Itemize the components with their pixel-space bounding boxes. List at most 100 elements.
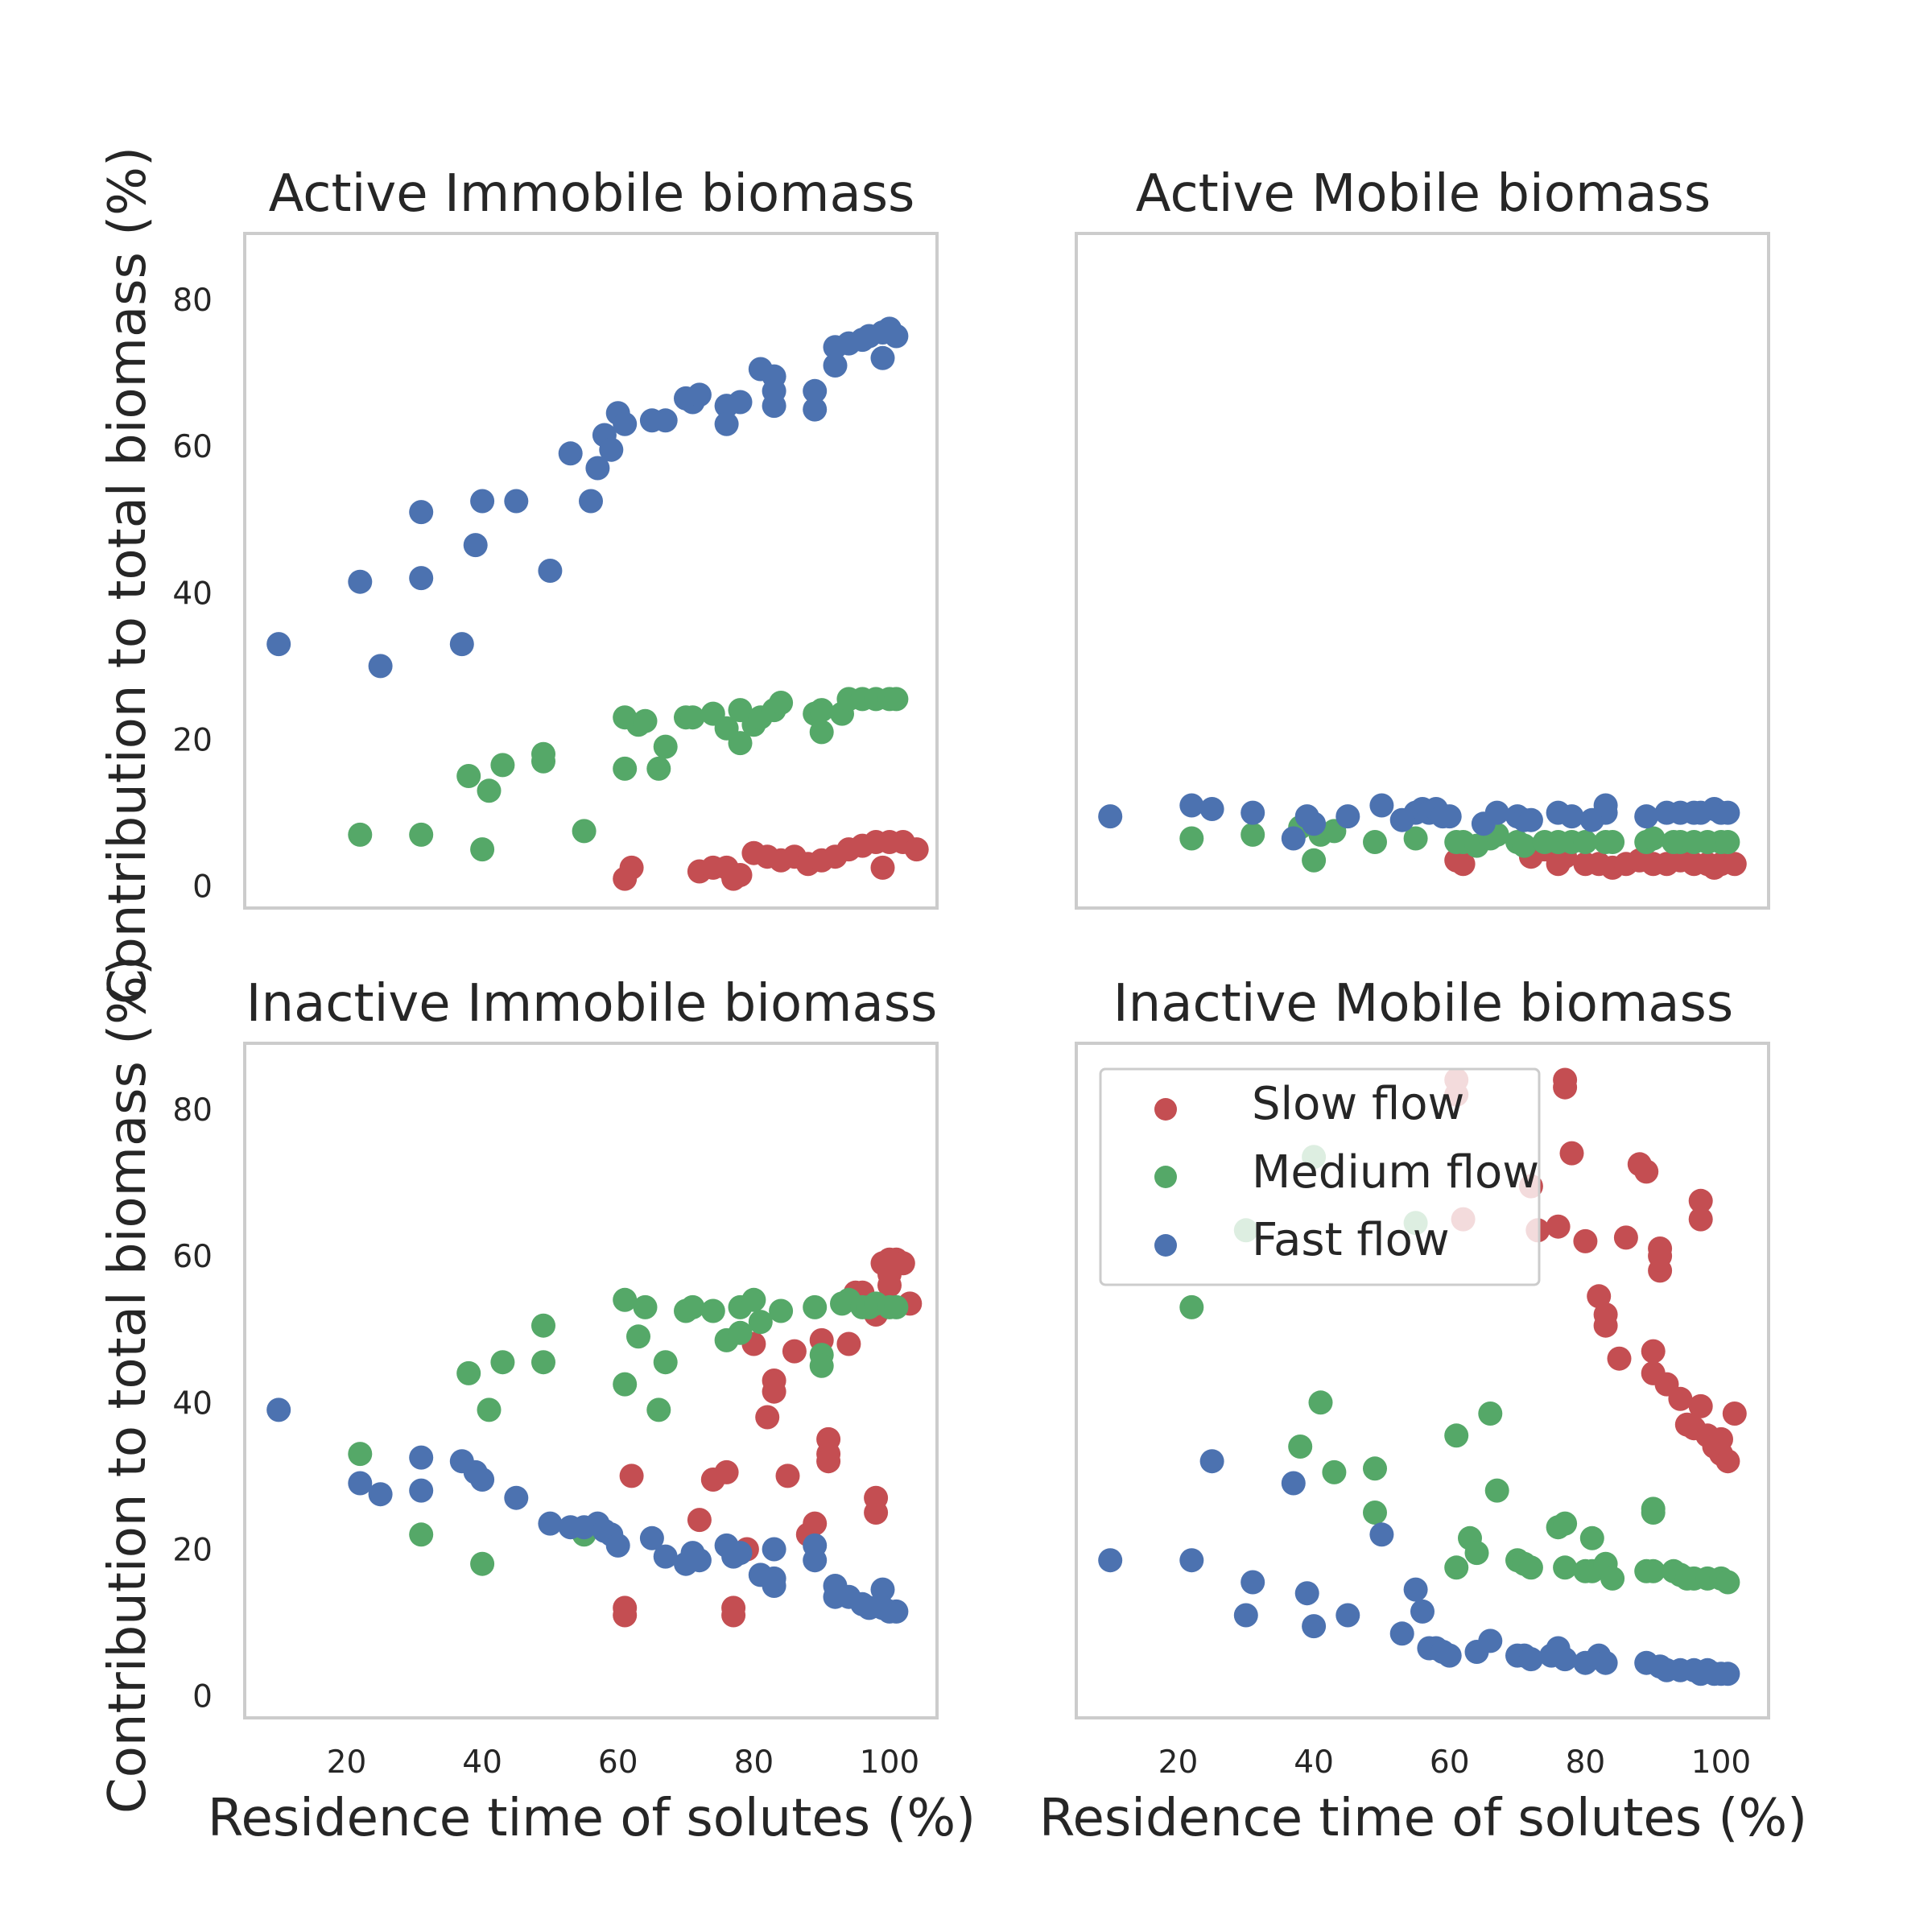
- fast-flow-point: [762, 1566, 786, 1591]
- fast-flow-point: [463, 533, 488, 558]
- medium-flow-point: [1288, 1435, 1313, 1459]
- fast-flow-point: [1199, 797, 1224, 821]
- fast-flow-point: [585, 456, 610, 481]
- x-tick-label: 100: [860, 1744, 919, 1781]
- fast-flow-point: [762, 1537, 786, 1562]
- medium-flow-point: [803, 1294, 828, 1319]
- fast-flow-point: [884, 1599, 909, 1624]
- fast-flow-point: [470, 489, 495, 514]
- slow-flow-point: [1607, 1346, 1632, 1371]
- slow-flow-point: [1451, 852, 1476, 877]
- fast-flow-point: [599, 437, 624, 462]
- slow-flow-point: [1553, 1075, 1578, 1100]
- medium-flow-point: [477, 778, 502, 803]
- medium-flow-point: [769, 1298, 794, 1323]
- fast-flow-point: [1179, 1548, 1204, 1573]
- slow-flow-point: [816, 1449, 841, 1474]
- medium-flow-point: [809, 720, 834, 745]
- legend-marker-medium: [1154, 1166, 1177, 1188]
- medium-flow-point: [572, 819, 597, 844]
- medium-flow-point: [1600, 1566, 1625, 1591]
- panel-active-mobile: [1075, 232, 1770, 910]
- medium-flow-point: [626, 1324, 650, 1349]
- medium-flow-point: [1179, 1294, 1204, 1319]
- fast-flow-point: [803, 397, 828, 422]
- x-tick-label: 80: [1566, 1744, 1606, 1781]
- fast-flow-point: [870, 1577, 895, 1602]
- medium-flow-point: [680, 705, 705, 730]
- fast-flow-point: [579, 489, 603, 514]
- fast-flow-point: [558, 441, 583, 466]
- fast-flow-point: [1369, 793, 1394, 818]
- medium-flow-point: [1444, 1555, 1469, 1580]
- medium-flow-point: [348, 822, 373, 847]
- medium-flow-point: [409, 822, 434, 847]
- medium-flow-point: [809, 698, 834, 723]
- fast-flow-point: [728, 390, 753, 415]
- fast-flow-point: [687, 382, 712, 407]
- slow-flow-point: [1648, 1258, 1673, 1283]
- fast-flow-point: [266, 632, 291, 657]
- legend-box: [1099, 1067, 1541, 1286]
- fast-flow-point: [449, 632, 474, 657]
- medium-flow-point: [1363, 830, 1387, 854]
- fast-flow-point: [1518, 807, 1543, 832]
- axes-frame: [1075, 1042, 1770, 1719]
- axes-frame: [243, 232, 939, 910]
- y-tick-label: 0: [192, 1679, 213, 1715]
- medium-flow-point: [490, 1350, 515, 1375]
- y-tick-label: 80: [172, 1092, 213, 1129]
- fast-flow-point: [1281, 826, 1306, 851]
- medium-flow-point: [1512, 833, 1537, 858]
- legend-label-slow: Slow flow: [1252, 1078, 1464, 1130]
- medium-flow-point: [1573, 830, 1598, 854]
- fast-flow-point: [409, 566, 434, 591]
- fast-flow-point: [409, 500, 434, 525]
- medium-flow-point: [1302, 848, 1327, 873]
- fast-flow-point: [1410, 1599, 1435, 1624]
- slow-flow-point: [1634, 1159, 1659, 1184]
- slow-flow-point: [904, 837, 929, 862]
- medium-flow-point: [1553, 1511, 1578, 1536]
- slow-flow-point: [1593, 1313, 1618, 1338]
- slow-flow-point: [836, 1331, 861, 1356]
- medium-flow-point: [490, 753, 515, 778]
- medium-flow-point: [1363, 1501, 1387, 1525]
- y-axis-label-top: Contribution to total biomass (%): [98, 147, 158, 1005]
- fast-flow-point: [368, 1482, 393, 1507]
- panel-title-inactive-mobile: Inactive Mobile biomass: [1113, 974, 1733, 1034]
- slow-flow-point: [1668, 1386, 1693, 1411]
- slow-flow-point: [1722, 1402, 1747, 1426]
- medium-flow-point: [1600, 830, 1625, 854]
- fast-flow-point: [653, 1544, 678, 1569]
- medium-flow-point: [633, 1294, 658, 1319]
- fast-flow-point: [1389, 1621, 1414, 1646]
- fast-flow-point: [1241, 1570, 1265, 1595]
- x-tick-label: 20: [1158, 1744, 1199, 1781]
- legend-marker-fast: [1154, 1234, 1177, 1257]
- medium-flow-point: [348, 1442, 373, 1467]
- fast-flow-point: [368, 654, 393, 679]
- fast-flow-point: [728, 1541, 753, 1566]
- fast-flow-point: [1559, 804, 1584, 829]
- medium-flow-point: [613, 1372, 638, 1397]
- medium-flow-point: [470, 837, 495, 862]
- fast-flow-point: [1715, 800, 1740, 825]
- medium-flow-point: [477, 1397, 502, 1422]
- panel-inactive-immobile: 0 20 40 60 80 20 40 60 80 100: [172, 1042, 939, 1781]
- x-axis-label-left: Residence time of solutes (%): [208, 1789, 976, 1848]
- slow-flow-point: [613, 1603, 638, 1628]
- medium-flow-point: [769, 691, 794, 715]
- fast-flow-point: [1634, 804, 1659, 829]
- fast-flow-point: [639, 1525, 664, 1550]
- slow-flow-point: [1715, 1449, 1740, 1474]
- fast-flow-point: [1281, 1471, 1306, 1496]
- fast-flow-point: [1484, 800, 1509, 825]
- medium-flow-point: [1641, 1501, 1666, 1525]
- medium-flow-point: [728, 1320, 753, 1345]
- fast-flow-point: [1335, 1603, 1360, 1628]
- fast-flow-point: [762, 378, 786, 403]
- slow-flow-point: [1688, 1188, 1713, 1213]
- medium-flow-point: [633, 708, 658, 733]
- medium-flow-point: [1179, 826, 1204, 851]
